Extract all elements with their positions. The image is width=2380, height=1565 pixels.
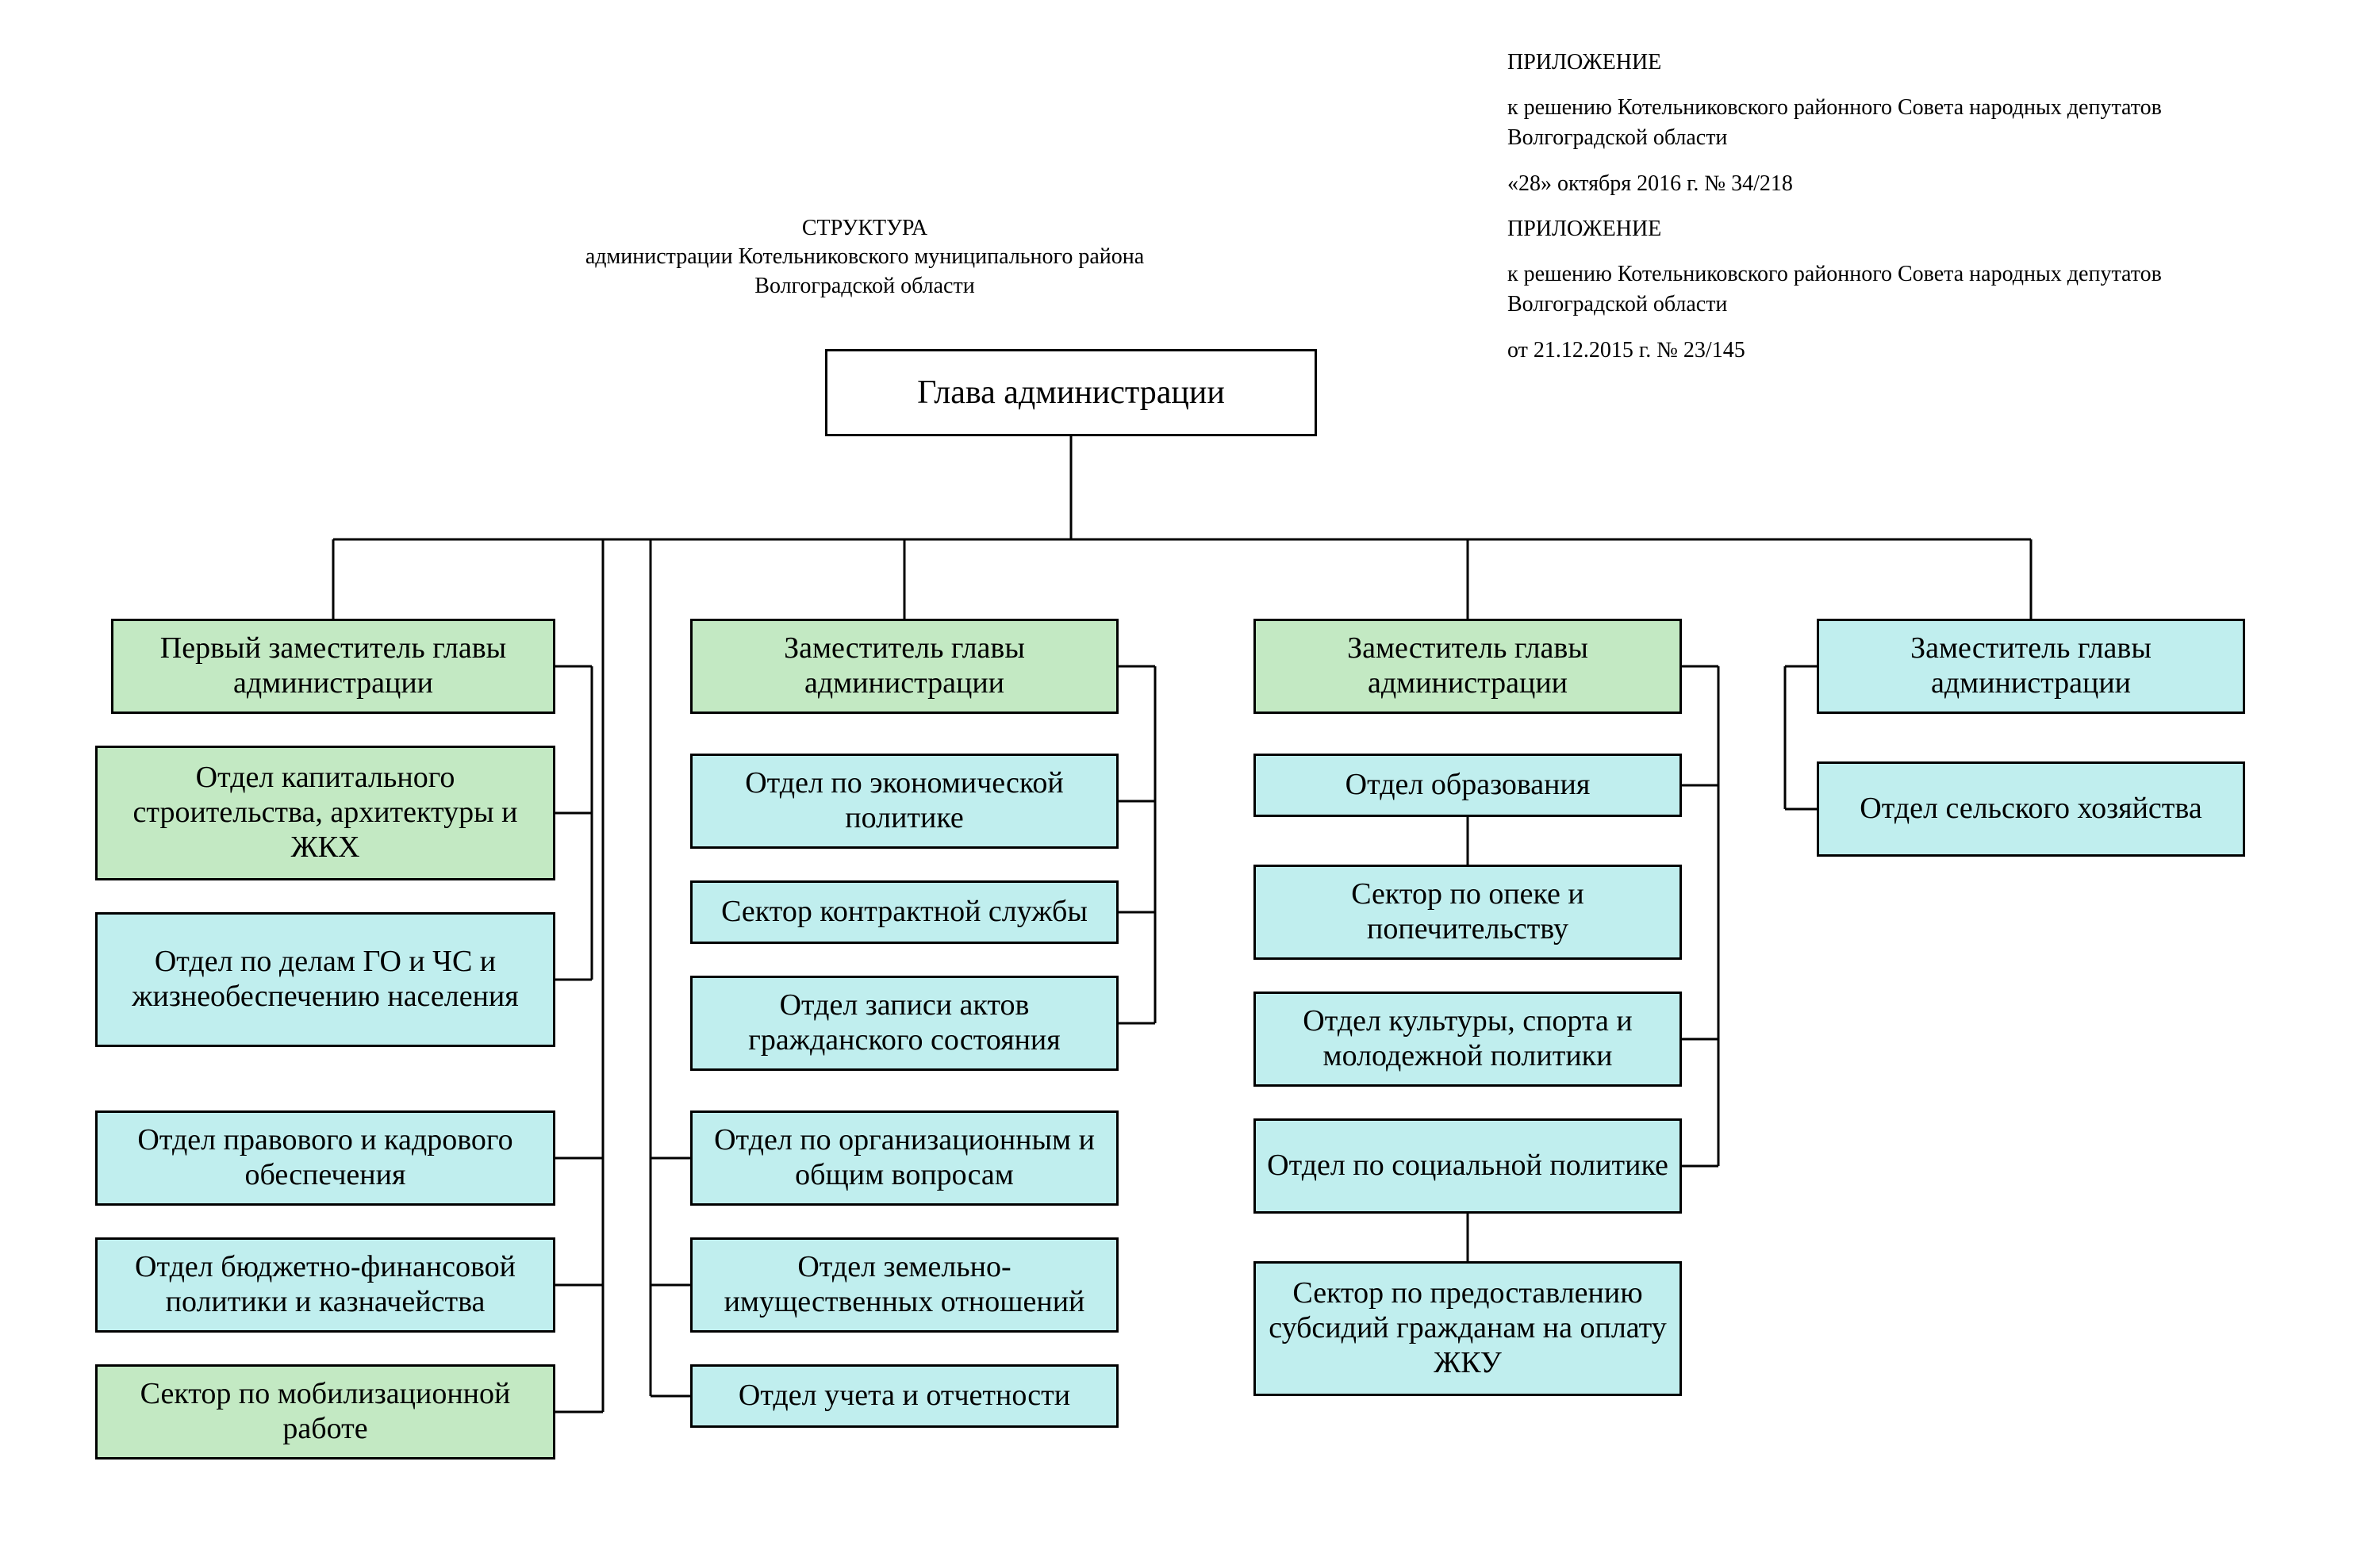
org-node-label: Глава администрации	[917, 374, 1225, 412]
org-node-label: Отдел правового и кадрового обеспечения	[109, 1123, 542, 1192]
org-node-label: Отдел по экономической политике	[704, 766, 1105, 835]
org-node-label: Отдел записи актов гражданского состояни…	[704, 988, 1105, 1057]
org-node-label: Отдел бюджетно-финансовой политики и каз…	[109, 1250, 542, 1319]
org-node-c2n1: Отдел по экономической политике	[690, 754, 1119, 849]
org-node-c2n2: Сектор контрактной службы	[690, 880, 1119, 944]
org-node-label: Отдел по социальной политике	[1267, 1149, 1668, 1183]
diagram-title: СТРУКТУРАадминистрации Котельниковского …	[508, 214, 1222, 301]
org-node-label: Отдел сельского хозяйства	[1860, 792, 2202, 827]
org-node-dep3: Заместитель главы администрации	[1253, 619, 1682, 714]
title-line: администрации Котельниковского муниципал…	[508, 243, 1222, 271]
org-node-label: Сектор по предоставлению субсидий гражда…	[1267, 1276, 1668, 1380]
org-node-label: Отдел образования	[1345, 768, 1591, 803]
org-node-c1n3: Отдел правового и кадрового обеспечения	[95, 1110, 555, 1206]
org-node-label: Заместитель главы администрации	[704, 631, 1105, 700]
header-line	[1507, 78, 2301, 94]
org-node-dep2: Заместитель главы администрации	[690, 619, 1119, 714]
org-node-label: Заместитель главы администрации	[1267, 631, 1668, 700]
org-node-c1n4: Отдел бюджетно-финансовой политики и каз…	[95, 1237, 555, 1333]
header-line: ПРИЛОЖЕНИЕ	[1507, 48, 2301, 78]
org-node-c2n3: Отдел записи актов гражданского состояни…	[690, 976, 1119, 1071]
org-node-label: Отдел земельно-имущественных отношений	[704, 1250, 1105, 1319]
org-node-c4n1: Отдел сельского хозяйства	[1817, 761, 2245, 857]
org-node-c1n2: Отдел по делам ГО и ЧС и жизнеобеспечени…	[95, 912, 555, 1047]
header-appendix: ПРИЛОЖЕНИЕ к решению Котельниковского рай…	[1507, 48, 2301, 365]
org-node-c3n2: Сектор по опеке и попечительству	[1253, 865, 1682, 960]
org-node-c2n6: Отдел учета и отчетности	[690, 1364, 1119, 1428]
header-line	[1507, 320, 2301, 336]
org-node-label: Отдел культуры, спорта и молодежной поли…	[1267, 1004, 1668, 1073]
org-node-label: Заместитель главы администрации	[1830, 631, 2232, 700]
org-node-label: Сектор по мобилизационной работе	[109, 1377, 542, 1446]
org-node-c3n1: Отдел образования	[1253, 754, 1682, 817]
header-line: «28» октября 2016 г. № 34/218	[1507, 169, 2301, 199]
org-node-dep4: Заместитель главы администрации	[1817, 619, 2245, 714]
header-line: от 21.12.2015 г. № 23/145	[1507, 336, 2301, 366]
org-node-label: Сектор контрактной службы	[721, 895, 1088, 930]
org-node-c2n4: Отдел по организационным и общим вопроса…	[690, 1110, 1119, 1206]
org-node-dep1: Первый заместитель главы администрации	[111, 619, 555, 714]
header-line: ПРИЛОЖЕНИЕ	[1507, 214, 2301, 244]
header-line	[1507, 244, 2301, 260]
header-line: к решению Котельниковского районного Сов…	[1507, 259, 2301, 320]
org-node-c2n5: Отдел земельно-имущественных отношений	[690, 1237, 1119, 1333]
org-node-c3n4: Отдел по социальной политике	[1253, 1118, 1682, 1214]
org-node-root: Глава администрации	[825, 349, 1317, 436]
org-node-label: Отдел по делам ГО и ЧС и жизнеобеспечени…	[109, 945, 542, 1014]
title-line: Волгоградской области	[508, 272, 1222, 301]
header-line	[1507, 198, 2301, 214]
header-line: к решению Котельниковского районного Сов…	[1507, 93, 2301, 153]
title-line: СТРУКТУРА	[508, 214, 1222, 243]
header-line	[1507, 153, 2301, 169]
org-node-c3n3: Отдел культуры, спорта и молодежной поли…	[1253, 992, 1682, 1087]
org-node-c1n1: Отдел капитального строительства, архите…	[95, 746, 555, 880]
org-node-label: Отдел учета и отчетности	[739, 1379, 1070, 1413]
org-node-label: Первый заместитель главы администрации	[125, 631, 542, 700]
org-node-label: Отдел по организационным и общим вопроса…	[704, 1123, 1105, 1192]
org-node-c3n5: Сектор по предоставлению субсидий гражда…	[1253, 1261, 1682, 1396]
org-node-c1n5: Сектор по мобилизационной работе	[95, 1364, 555, 1460]
org-node-label: Сектор по опеке и попечительству	[1267, 877, 1668, 946]
org-node-label: Отдел капитального строительства, архите…	[109, 761, 542, 865]
